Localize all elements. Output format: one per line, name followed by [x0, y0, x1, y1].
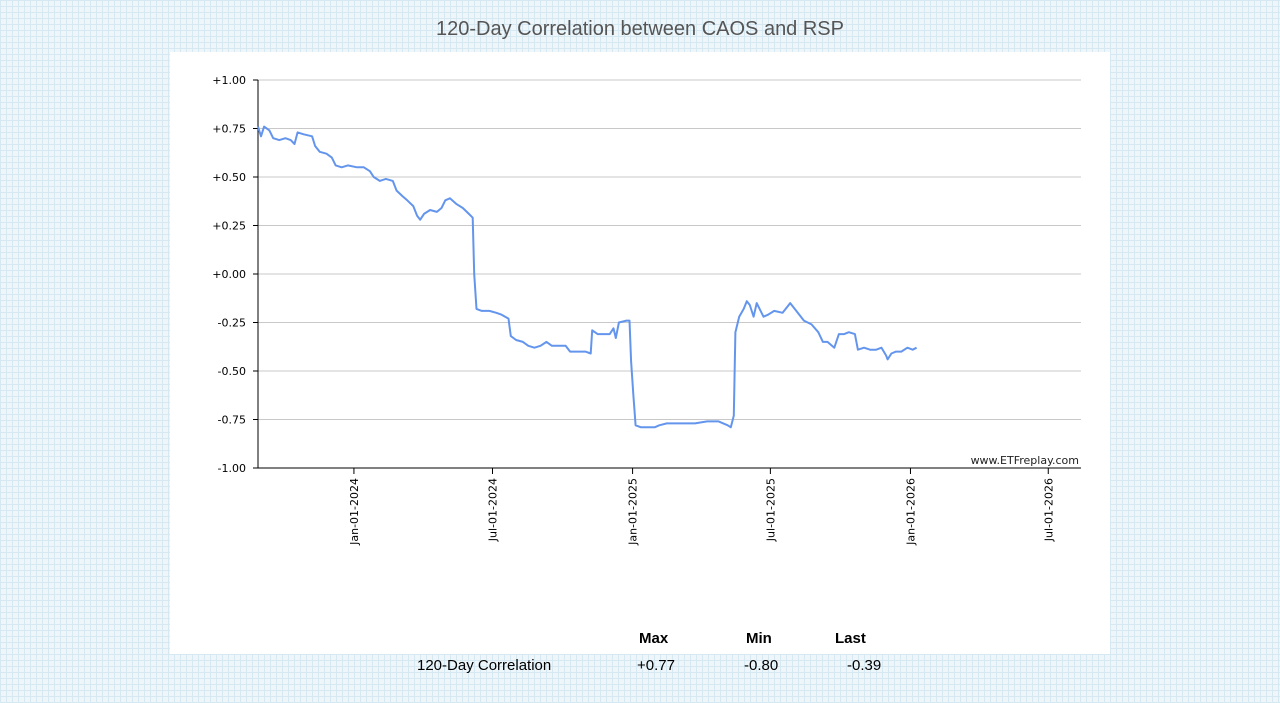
summary-header-max: Max	[639, 630, 669, 647]
y-tick-label: -1.00	[218, 462, 246, 475]
x-tick-label: Jan-01-2024	[348, 478, 361, 546]
y-tick-label: -0.75	[218, 414, 246, 427]
y-tick-label: +0.50	[212, 171, 246, 184]
y-tick-label: -0.50	[218, 365, 246, 378]
summary-header-last: Last	[835, 630, 866, 647]
x-tick-label: Jul-01-2025	[764, 478, 777, 542]
chart-panel: +1.00 +0.75 +0.50 +0.25 +0.00 -0.25 -0.50 -0.75…	[170, 52, 1110, 674]
summary-row-label: 120-Day Correlation	[417, 657, 552, 674]
y-tick-label: +1.00	[212, 74, 246, 87]
y-tick-label: +0.00	[212, 268, 246, 281]
correlation-series-line	[257, 125, 918, 429]
x-tick-label: Jan-01-2026	[904, 478, 917, 546]
chart-title: 120-Day Correlation between CAOS and RSP	[436, 18, 844, 40]
summary-header-min: Min	[746, 630, 772, 647]
y-tick-label: +0.25	[212, 220, 246, 233]
y-tick-label: -0.25	[218, 317, 246, 330]
watermark-label: www.ETFreplay.com	[971, 454, 1079, 467]
summary-value-max: +0.77	[637, 657, 675, 674]
y-tick-label: +0.75	[212, 123, 246, 136]
chart-svg: +1.00 +0.75 +0.50 +0.25 +0.00 -0.25 -0.50 -0.75…	[212, 74, 1081, 546]
summary-value-last: -0.39	[847, 657, 882, 674]
x-tick-label: Jul-01-2026	[1042, 478, 1055, 542]
x-tick-label: Jan-01-2025	[627, 478, 640, 546]
x-tick-label: Jul-01-2024	[486, 478, 499, 542]
summary-value-min: -0.80	[744, 657, 779, 674]
